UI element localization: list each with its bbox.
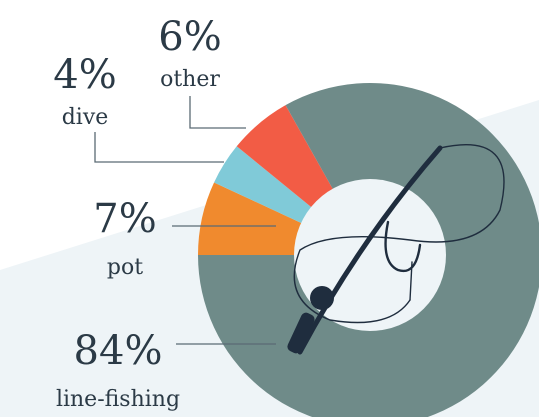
labels: 7% pot 4% dive 6% other 84% line-fishing bbox=[53, 14, 221, 412]
value-label: 7% bbox=[93, 196, 156, 242]
value-label: 84% bbox=[74, 328, 163, 374]
leader-line bbox=[189, 96, 246, 129]
value-label: 6% bbox=[158, 14, 221, 60]
category-label: dive bbox=[62, 105, 109, 130]
value-label: 4% bbox=[53, 52, 116, 98]
category-label: pot bbox=[107, 255, 143, 280]
category-label: line-fishing bbox=[56, 387, 180, 412]
category-label: other bbox=[160, 67, 220, 92]
fishing-rod-icon bbox=[287, 144, 505, 355]
leader-line bbox=[94, 132, 224, 163]
